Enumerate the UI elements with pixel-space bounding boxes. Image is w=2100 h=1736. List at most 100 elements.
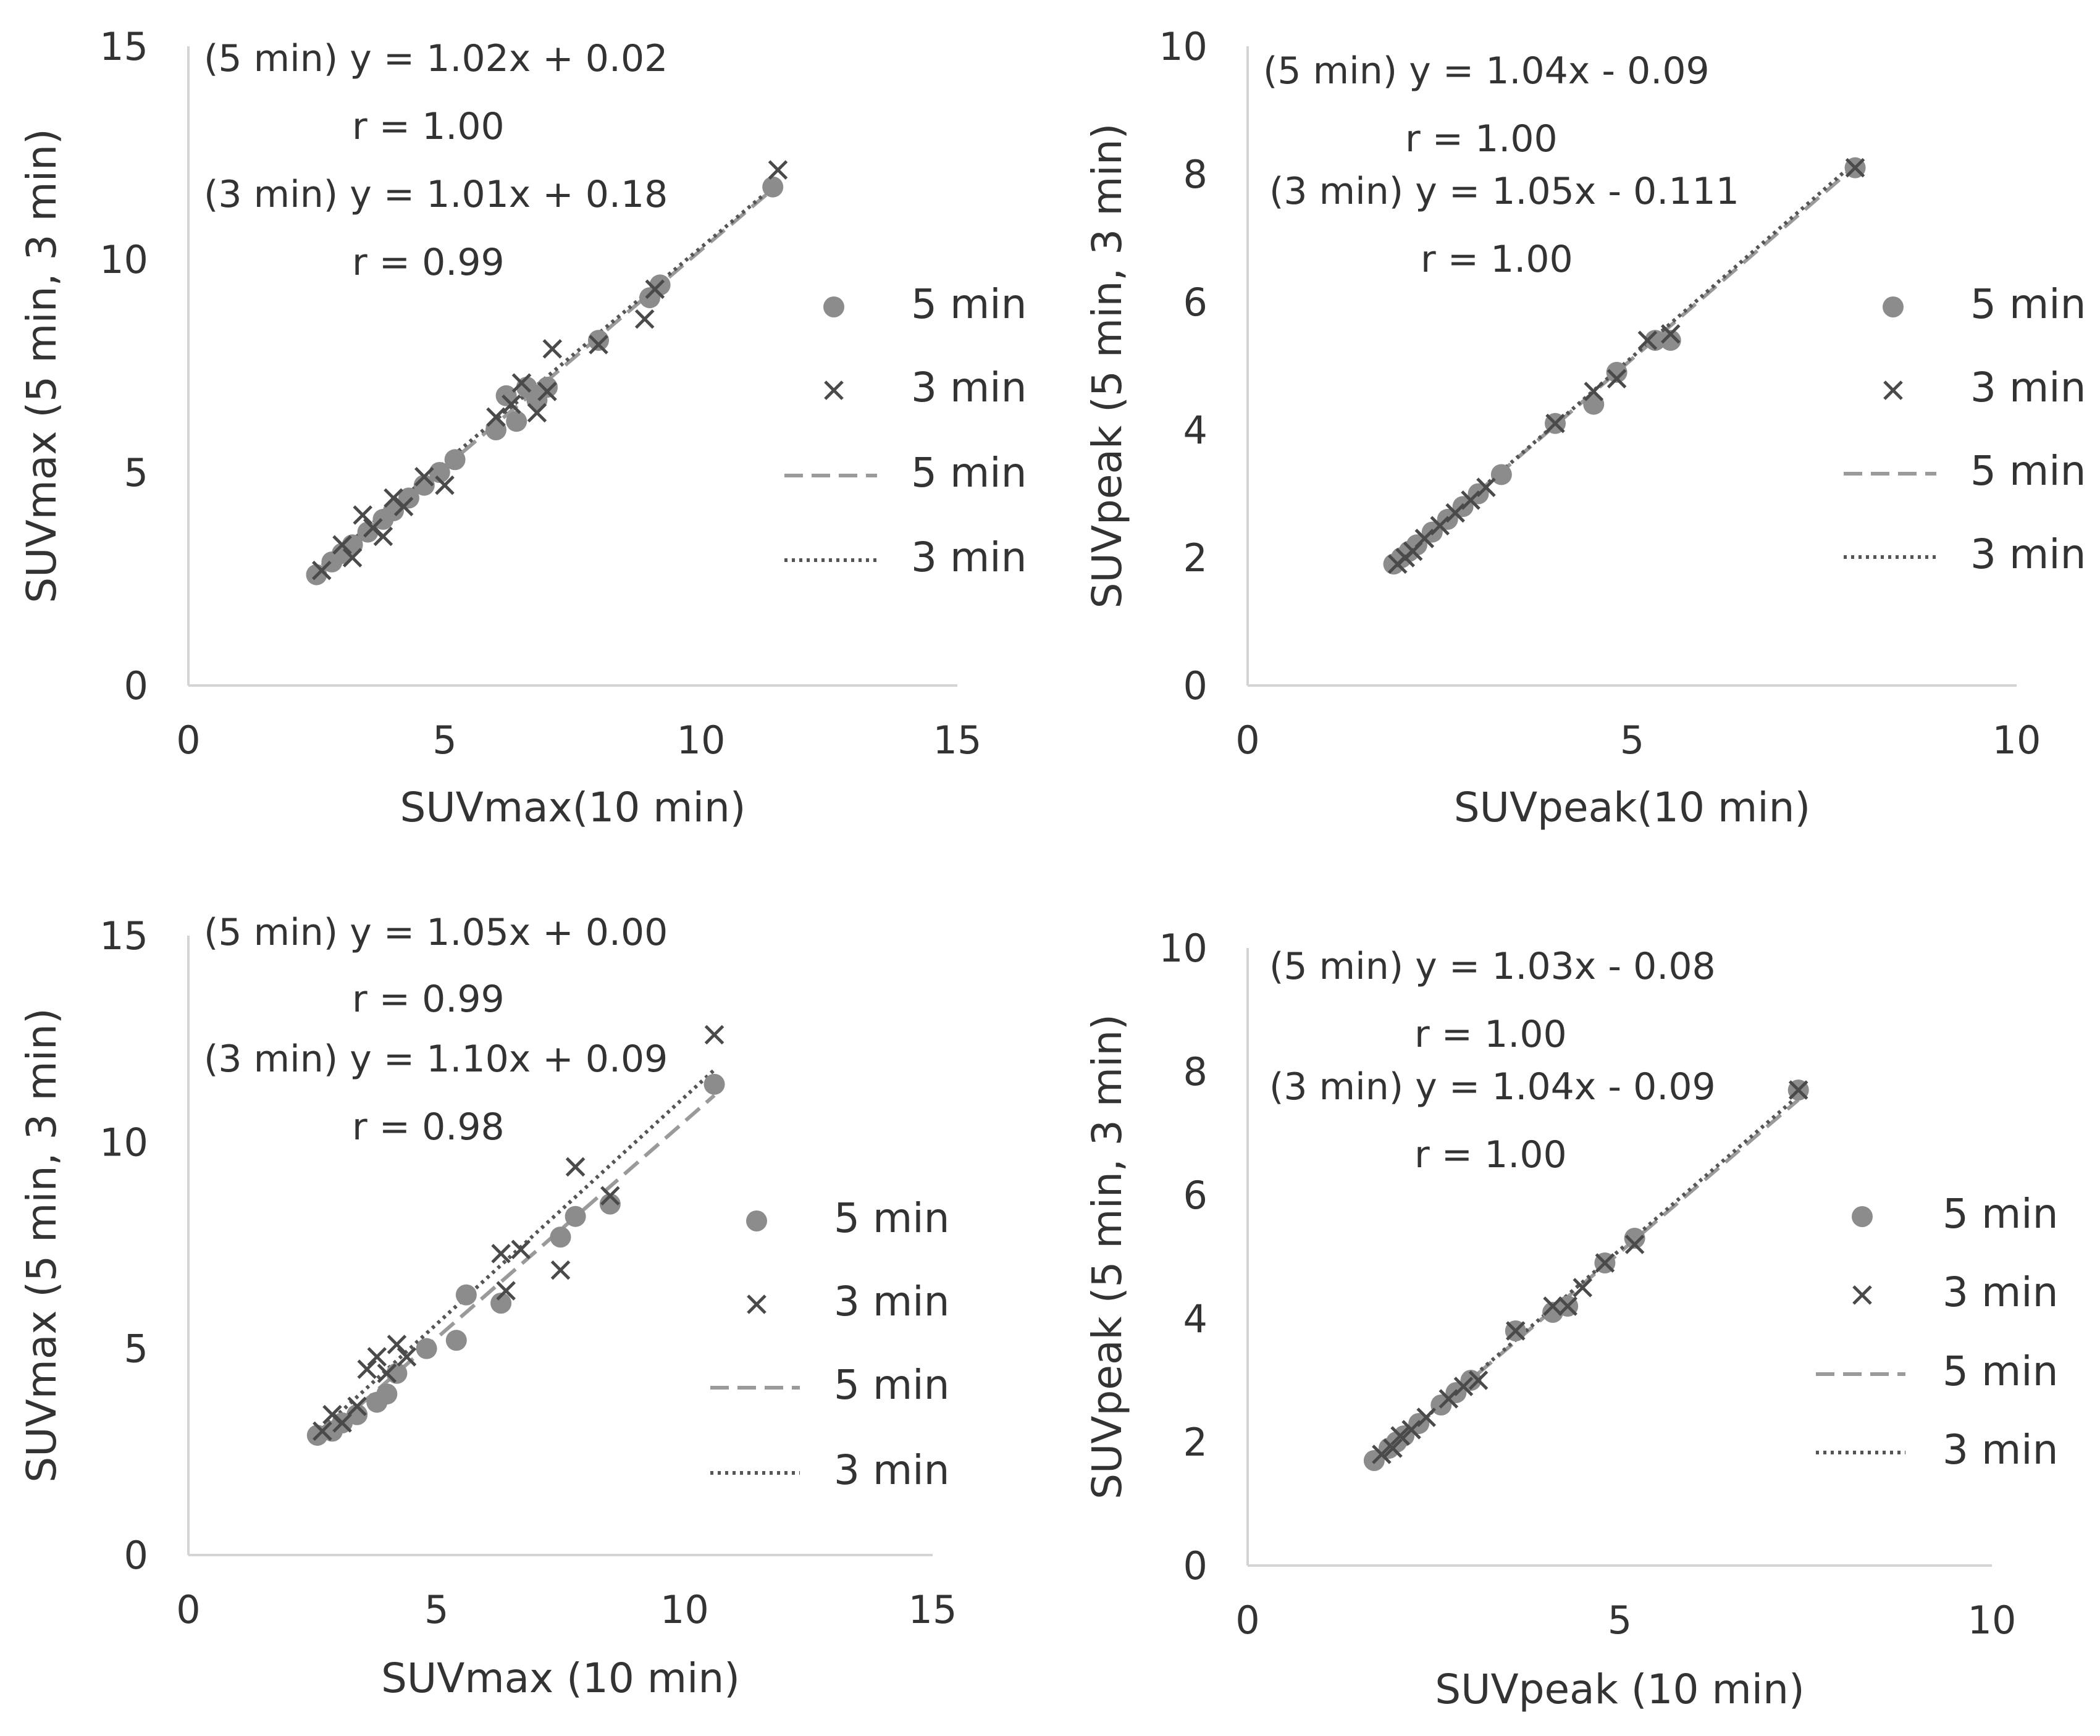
y-tick-label: 10 xyxy=(1159,926,1208,971)
point-5min xyxy=(346,1404,368,1425)
y-tick-label: 4 xyxy=(1183,408,1208,453)
legend-label: 3 min xyxy=(911,364,1027,411)
regression-annotation: r = 1.00 xyxy=(352,105,505,148)
y-tick-label: 10 xyxy=(1159,24,1208,69)
legend-label: 5 min xyxy=(834,1361,949,1409)
y-tick-label: 8 xyxy=(1183,152,1208,197)
y-tick-label: 10 xyxy=(99,1120,148,1165)
legend-label: 5 min xyxy=(1942,1348,2058,1395)
point-3min xyxy=(1545,413,1565,434)
point-5min xyxy=(1490,464,1512,485)
legend-label: 5 min xyxy=(1970,280,2086,328)
y-tick-label: 15 xyxy=(99,24,148,69)
x-tick-label: 10 xyxy=(1993,718,2041,763)
regression-annotation: (5 min) y = 1.04x - 0.09 xyxy=(1263,49,1710,93)
point-5min xyxy=(490,1293,512,1314)
point-3min xyxy=(550,1260,571,1280)
point-5min xyxy=(485,419,506,440)
y-tick-label: 8 xyxy=(1183,1049,1208,1094)
point-3min xyxy=(565,1157,586,1177)
point-5min xyxy=(455,1284,477,1306)
point-5min xyxy=(1660,330,1681,351)
point-5min xyxy=(445,1330,467,1351)
point-3min xyxy=(1438,1389,1459,1409)
point-3min xyxy=(1788,1080,1808,1100)
point-5min xyxy=(376,1383,398,1405)
x-tick-label: 15 xyxy=(909,1587,957,1632)
point-3min xyxy=(373,526,393,547)
x-axis-label: SUVmax(10 min) xyxy=(400,784,746,831)
legend-label: 5 min xyxy=(1942,1190,2058,1238)
regression-annotation: r = 0.99 xyxy=(352,241,505,284)
point-5min xyxy=(383,500,404,522)
point-5min xyxy=(429,462,450,483)
trendline-dotted xyxy=(1372,1094,1800,1464)
point-3min xyxy=(542,339,563,359)
point-3min xyxy=(1468,1370,1489,1390)
point-5min xyxy=(1583,393,1605,415)
point-3min xyxy=(1461,490,1480,510)
point-3min xyxy=(435,475,455,495)
point-3min xyxy=(367,1347,387,1367)
x-tick-label: 0 xyxy=(1235,718,1259,763)
point-3min xyxy=(486,407,506,427)
regression-annotation: (3 min) y = 1.01x + 0.18 xyxy=(204,173,668,216)
regression-annotation: r = 1.00 xyxy=(1405,117,1558,161)
point-3min xyxy=(377,1364,397,1383)
y-tick-label: 10 xyxy=(99,237,148,282)
x-tick-label: 5 xyxy=(424,1587,448,1632)
point-5min xyxy=(1606,361,1628,383)
legend-cross-marker xyxy=(747,1294,766,1314)
point-3min xyxy=(589,335,608,354)
y-tick-label: 6 xyxy=(1183,280,1208,325)
point-3min xyxy=(1414,529,1435,548)
legend-circle-marker xyxy=(1852,1206,1873,1227)
point-3min xyxy=(511,373,532,393)
x-tick-label: 10 xyxy=(1968,1598,2017,1643)
point-5min xyxy=(495,385,517,406)
y-tick-label: 0 xyxy=(1183,1543,1208,1588)
regression-annotation: r = 1.00 xyxy=(1421,238,1573,281)
y-tick-label: 0 xyxy=(124,663,148,708)
chart-top-left: 0 5 10 15 0 5 10 15 SUVmax(10 min) SUVmax (5 min,… xyxy=(18,24,1027,831)
y-axis-label: SUVmax (5 min, 3 min) xyxy=(18,128,65,603)
point-3min xyxy=(1476,477,1496,497)
legend-label: 3 min xyxy=(911,534,1027,581)
point-5min xyxy=(1624,1228,1645,1249)
x-tick-label: 0 xyxy=(1235,1598,1259,1643)
point-3min xyxy=(397,1347,417,1367)
point-3min xyxy=(1624,1235,1645,1254)
point-3min xyxy=(387,1335,407,1354)
point-3min xyxy=(1845,157,1865,178)
regression-annotation: r = 0.99 xyxy=(352,978,505,1021)
y-tick-label: 5 xyxy=(124,450,148,495)
legend-label: 3 min xyxy=(1942,1268,2058,1316)
y-tick-label: 0 xyxy=(1183,663,1208,708)
y-tick-label: 2 xyxy=(1183,535,1208,581)
trendline-dotted xyxy=(1392,161,1857,567)
point-3min xyxy=(1573,1278,1593,1298)
point-3min xyxy=(634,309,655,329)
point-5min xyxy=(444,449,466,471)
point-3min xyxy=(1401,1420,1421,1440)
point-3min xyxy=(1453,1377,1474,1396)
legend-label: 3 min xyxy=(834,1278,949,1325)
legend-circle-marker xyxy=(823,296,844,317)
point-3min xyxy=(1416,1407,1436,1427)
y-tick-label: 5 xyxy=(124,1327,148,1372)
point-5min xyxy=(386,1362,408,1384)
legend-circle-marker xyxy=(746,1210,767,1231)
point-5min xyxy=(506,411,527,432)
point-5min xyxy=(398,487,419,509)
point-5min xyxy=(416,1338,437,1359)
point-5min xyxy=(599,1193,621,1215)
point-3min xyxy=(353,505,372,525)
regression-annotation: (5 min) y = 1.03x - 0.08 xyxy=(1269,945,1716,988)
y-tick-label: 4 xyxy=(1183,1296,1208,1341)
legend-cross-marker xyxy=(1883,380,1903,400)
point-5min xyxy=(565,1206,586,1227)
x-tick-label: 5 xyxy=(432,718,456,763)
point-5min xyxy=(550,1227,571,1248)
legend: 5 min 3 min 5 min 3 min xyxy=(710,1194,949,1494)
